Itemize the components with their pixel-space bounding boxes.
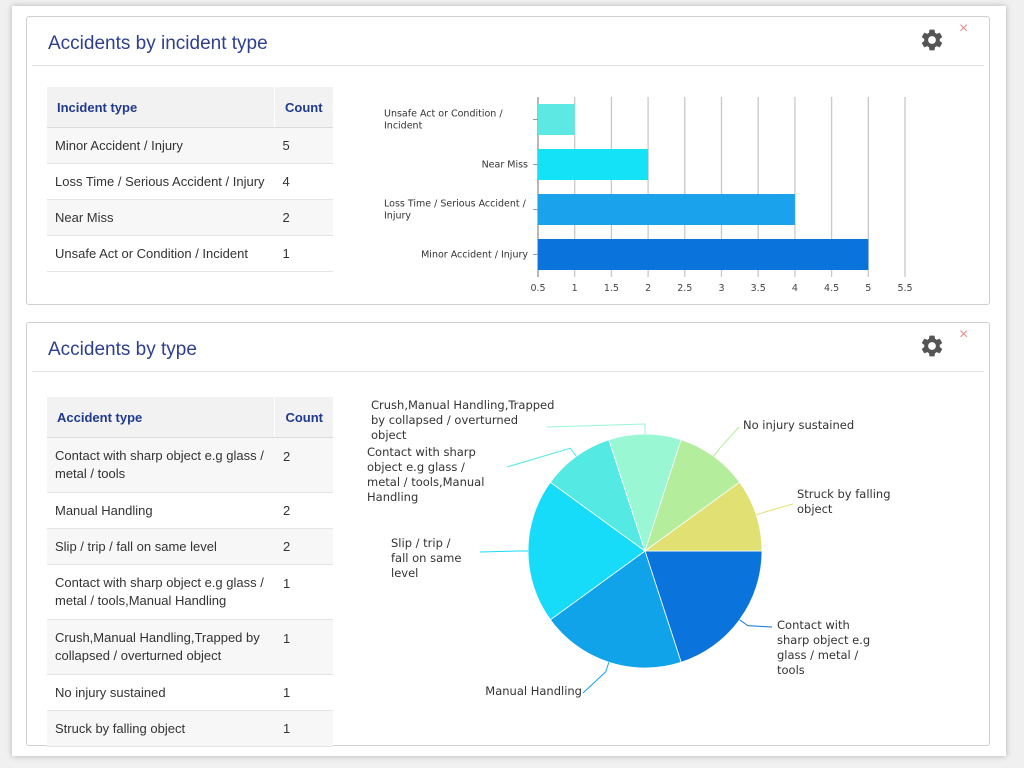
table-row: Contact with sharp object e.g glass / me… (47, 564, 333, 620)
incident-type-table: Incident type Count Minor Accident / Inj… (47, 87, 333, 272)
cell-accident-type: Slip / trip / fall on same level (47, 528, 275, 565)
pie-slice[interactable] (527, 481, 646, 621)
x-tick-label: 4.5 (824, 283, 839, 294)
cell-incident-type: Loss Time / Serious Accident / Injury (47, 163, 275, 200)
table-row: Contact with sharp object e.g glass / me… (47, 437, 333, 493)
cell-incident-type: Near Miss (47, 199, 275, 236)
table-row: Near Miss 2 (47, 199, 333, 236)
table-row: Crush,Manual Handling,Trapped by collaps… (47, 619, 333, 675)
cell-count: 2 (274, 528, 333, 565)
leader-line (506, 447, 577, 468)
column-header-accident-type[interactable]: Accident type (47, 397, 275, 438)
x-tick-label: 2 (645, 283, 651, 294)
cell-count: 1 (274, 710, 333, 747)
accident-type-table: Accident type Count Contact with sharp o… (47, 397, 333, 747)
pie-label: No injury sustained (743, 418, 854, 432)
leader-line (739, 619, 773, 628)
table-row: No injury sustained 1 (47, 674, 333, 711)
table-header-row: Accident type Count (47, 397, 333, 438)
gear-icon[interactable] (919, 333, 945, 359)
cell-count: 1 (274, 235, 333, 272)
leader-line (479, 550, 528, 553)
cell-incident-type: Unsafe Act or Condition / Incident (47, 235, 275, 272)
bar[interactable] (538, 194, 795, 225)
pie-slice[interactable] (608, 433, 682, 553)
dashboard-page: Accidents by incident type × Incident ty… (12, 6, 1006, 756)
cell-accident-type: Contact with sharp object e.g glass / me… (47, 437, 275, 493)
cell-count: 1 (274, 619, 333, 675)
incident-type-bar-chart: 0.5 1 1.5 2 2.5 3 3.5 4 4.5 5 5.5 Unsafe Act or Con… (384, 97, 913, 294)
pie-slice[interactable] (549, 439, 646, 553)
table-row: Minor Accident / Injury 5 (47, 127, 333, 164)
table-row: Manual Handling 2 (47, 492, 333, 529)
divider (32, 371, 984, 372)
close-icon[interactable]: × (959, 326, 969, 343)
cell-count: 4 (274, 163, 333, 200)
pie-slice[interactable] (549, 550, 682, 669)
cell-incident-type: Minor Accident / Injury (47, 127, 275, 164)
x-tick-label: 3.5 (751, 283, 766, 294)
x-tick-label: 1 (572, 283, 578, 294)
cell-count: 5 (274, 127, 333, 164)
x-tick-label: 4 (792, 283, 798, 294)
cell-accident-type: Struck by falling object (47, 710, 275, 747)
cell-accident-type: Crush,Manual Handling,Trapped by collaps… (47, 619, 275, 675)
column-header-count[interactable]: Count (274, 87, 333, 128)
panel-title: Accidents by type (48, 339, 197, 360)
cell-count: 2 (274, 437, 333, 493)
y-tick-label: Near Miss (482, 160, 528, 171)
x-tick-label: 1.5 (604, 283, 619, 294)
x-tick-label: 3 (718, 283, 724, 294)
table-header-row: Incident type Count (47, 87, 333, 128)
bar[interactable] (538, 149, 649, 180)
cell-accident-type: Contact with sharp object e.g glass / me… (47, 564, 275, 620)
divider (32, 65, 984, 66)
cell-count: 1 (274, 564, 333, 620)
cell-count: 2 (274, 492, 333, 529)
column-header-incident-type[interactable]: Incident type (47, 87, 275, 128)
y-tick-label: Minor Accident / Injury (421, 250, 528, 261)
leader-line (713, 426, 740, 457)
cell-accident-type: Manual Handling (47, 492, 275, 529)
x-tick-label: 5 (865, 283, 871, 294)
cell-count: 1 (274, 674, 333, 711)
panel-incident-type: Accidents by incident type × Incident ty… (26, 16, 990, 305)
close-icon[interactable]: × (959, 20, 969, 37)
pie-label: Contact with sharp object e.g glass / meta… (367, 445, 484, 504)
pie-slice[interactable] (644, 439, 741, 553)
x-tick-label: 5.5 (897, 283, 912, 294)
x-tick-label: 2.5 (677, 283, 692, 294)
pie-label: Contact with sharp object e.g glass / meta… (777, 618, 870, 677)
table-row: Slip / trip / fall on same level 2 (47, 528, 333, 565)
cell-count: 2 (274, 199, 333, 236)
pie-slice[interactable] (644, 550, 763, 663)
leader-line (582, 662, 610, 694)
x-tick-label: 0.5 (530, 283, 545, 294)
pie-label: Crush,Manual Handling,Trapped by collapse… (371, 398, 554, 442)
pie-label: Struck by falling object (797, 487, 891, 516)
bar[interactable] (538, 104, 575, 135)
y-tick-label: Unsafe Act or Condition / Incident (384, 109, 503, 132)
pie-slice[interactable] (643, 481, 763, 552)
leader-line (546, 423, 646, 434)
leader-line (756, 503, 794, 516)
accident-type-pie-chart: Contact with sharp object e.g glass / meta… (367, 398, 891, 698)
cell-accident-type: No injury sustained (47, 674, 275, 711)
table-row: Struck by falling object 1 (47, 710, 333, 747)
gear-icon[interactable] (919, 27, 945, 53)
pie-label: Manual Handling (485, 684, 582, 698)
panel-title: Accidents by incident type (48, 33, 268, 54)
pie-label: Slip / trip / fall on same level (391, 536, 461, 580)
table-row: Loss Time / Serious Accident / Injury 4 (47, 163, 333, 200)
y-tick-label: Loss Time / Serious Accident / Injury (384, 199, 527, 222)
panel-accident-type: Accidents by type × Accident type Count … (26, 322, 990, 747)
table-row: Unsafe Act or Condition / Incident 1 (47, 235, 333, 272)
column-header-count[interactable]: Count (274, 397, 333, 438)
bar[interactable] (538, 239, 869, 270)
